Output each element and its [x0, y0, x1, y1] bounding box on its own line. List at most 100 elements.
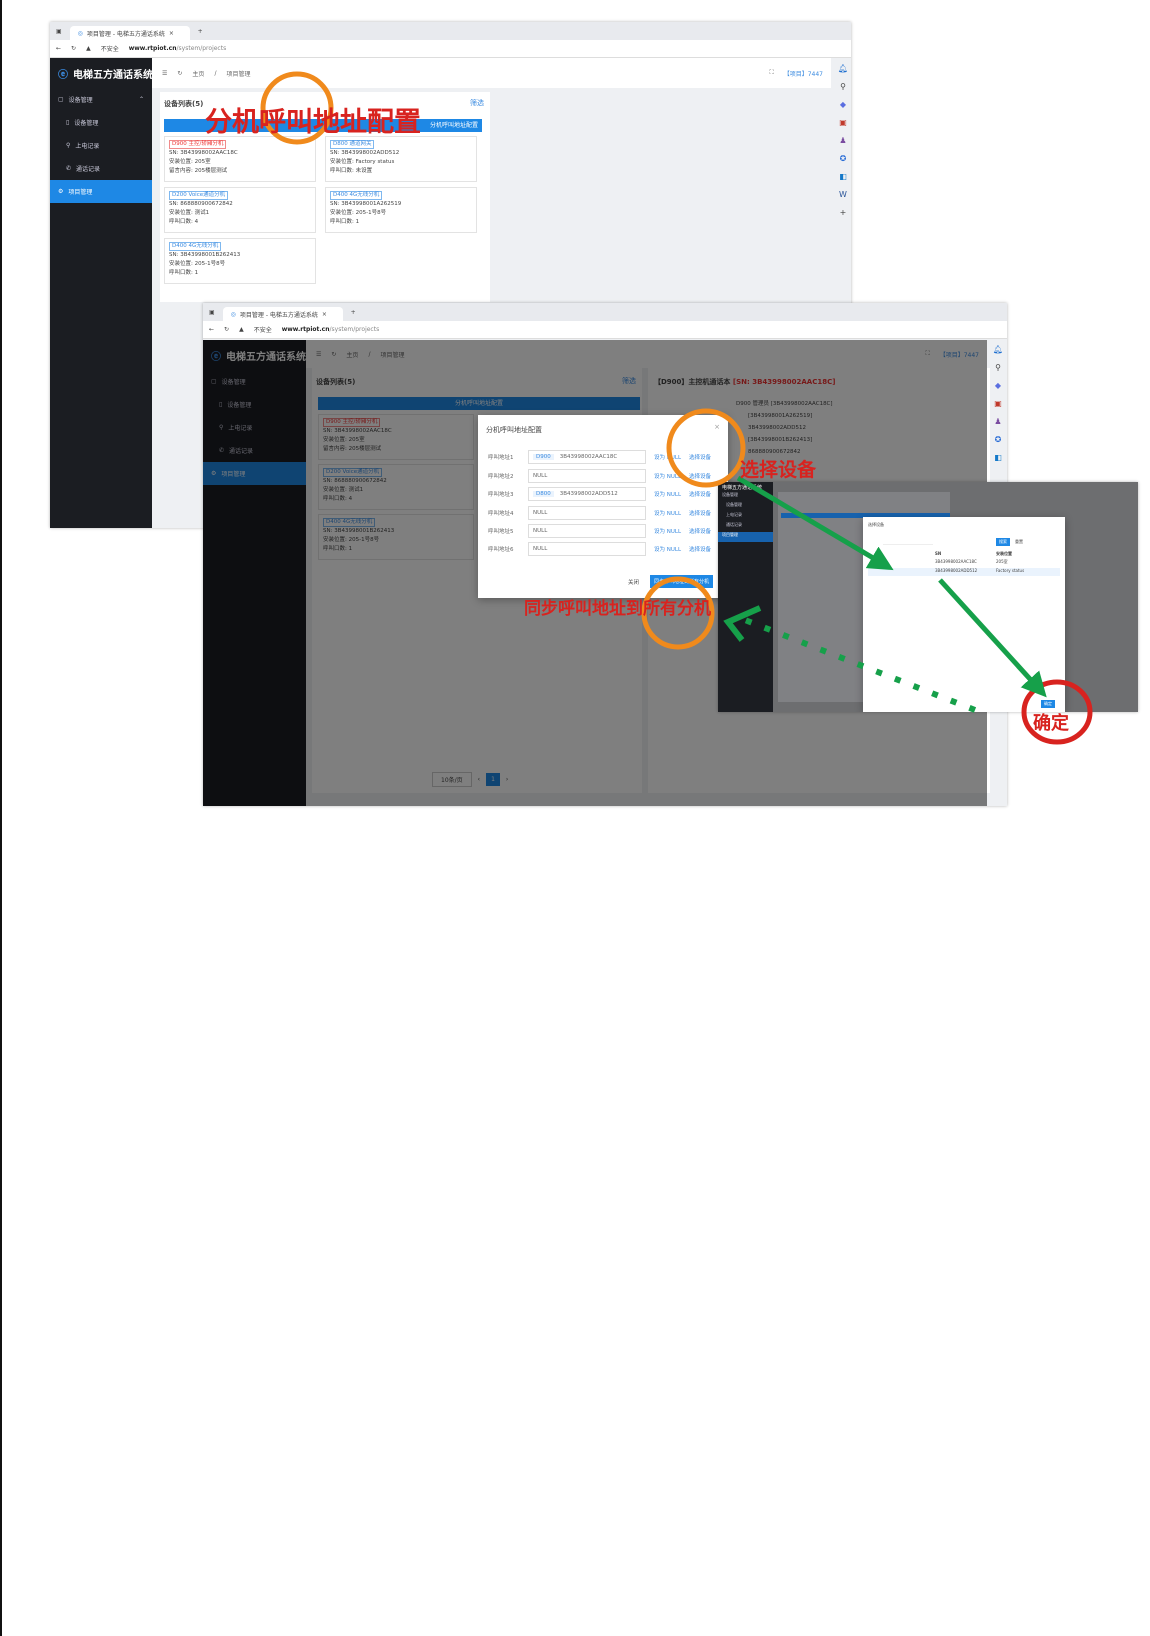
select-device-modal: 选择设备 搜索 重置 SN 安装位置 3B43998002AAC18C 205室 … — [863, 517, 1065, 712]
reload-icon[interactable]: ↻ — [177, 69, 183, 77]
word-icon[interactable]: W — [839, 190, 847, 199]
breadcrumb-home[interactable]: 主页 — [192, 70, 205, 78]
filter-button[interactable]: 筛选 — [470, 99, 484, 107]
tab-bar: ▣ ◎ 项目管理 - 电梯五方通话系统 × + — [50, 22, 851, 40]
select-device-link[interactable]: 选择设备 — [689, 511, 712, 517]
frame-border-left — [0, 0, 2, 818]
breadcrumb-current: 项目管理 — [226, 70, 251, 78]
device-card[interactable]: D800 通道网关 SN: 3B43998002ADD512 安装位置: Facto… — [325, 136, 477, 182]
fullscreen-icon[interactable]: ⛶ — [769, 69, 774, 76]
sidebar: 电梯五方通话系统 设备管理 设备管理 上电记录 通话记录 项目管理 — [718, 482, 773, 712]
select-device-link[interactable]: 选择设备 — [689, 474, 712, 480]
call-address-row: 呼叫地址4 NULL 设为 NULL 选择设备 — [488, 505, 720, 521]
new-tab-button[interactable]: + — [350, 308, 356, 316]
close-icon[interactable]: × — [714, 423, 720, 431]
address-field[interactable]: NULL — [528, 524, 646, 538]
project-selector[interactable]: 【项目】7447 — [783, 70, 823, 78]
call-address-row: 呼叫地址2 NULL 设为 NULL 选择设备 — [488, 468, 720, 484]
search-button[interactable]: 搜索 — [996, 538, 1010, 546]
close-tab-icon[interactable]: × — [321, 310, 327, 318]
address-field[interactable]: D900 3B43998002AAC18C — [528, 450, 646, 464]
close-button[interactable]: 关闭 — [628, 580, 640, 586]
menu-toggle-icon[interactable]: ☰ — [162, 69, 168, 77]
select-device-link[interactable]: 选择设备 — [689, 492, 712, 498]
refresh-icon[interactable]: ↻ — [224, 326, 230, 333]
sidebar-item-projects[interactable]: ⚙项目管理 — [50, 180, 152, 203]
reset-button[interactable]: 重置 — [1015, 539, 1023, 544]
warning-icon: ▲ — [239, 326, 244, 333]
refresh-icon[interactable]: ↻ — [71, 45, 77, 52]
back-icon[interactable]: ← — [56, 45, 62, 52]
search-icon[interactable]: ⚲ — [840, 82, 846, 91]
close-tab-icon[interactable]: × — [168, 29, 174, 37]
table-row[interactable]: 3B43998002AAC18C 205室 — [935, 559, 1008, 564]
gear-icon: ⚙ — [58, 188, 64, 195]
call-address-row: 呼叫地址3 D800 3B43998002ADD512 设为 NULL 选择设备 — [488, 486, 720, 502]
call-address-row: 呼叫地址5 NULL 设为 NULL 选择设备 — [488, 523, 720, 539]
warning-icon: ▲ — [86, 45, 91, 52]
column-header-location: 安装位置 — [996, 551, 1012, 556]
set-null-link[interactable]: 设为 NULL — [654, 529, 682, 535]
new-tab-button[interactable]: + — [197, 27, 203, 35]
call-address-row: 呼叫地址1 D900 3B43998002AAC18C 设为 NULL 选择设备 — [488, 449, 720, 465]
monitor-icon: ▢ — [58, 96, 64, 103]
sidebar-item-power-log[interactable]: ⚲上电记录 — [66, 142, 100, 150]
select-device-link[interactable]: 选择设备 — [689, 547, 712, 553]
set-null-link[interactable]: 设为 NULL — [654, 547, 682, 553]
tab-actions-icon[interactable]: ▣ — [56, 27, 62, 35]
address-bar[interactable]: ← ↻ ▲ 不安全 www.rtpiot.cn/system/projects — [50, 40, 851, 58]
url[interactable]: www.rtpiot.cn/system/projects — [128, 45, 227, 52]
add-icon[interactable]: + — [839, 208, 847, 217]
browser-side-toolbar: 🔔︎ ⚲ ◆ ▣ ♟ ✪ ◧ W + — [835, 64, 851, 217]
modal-title: 分机呼叫地址配置 — [486, 426, 542, 434]
people-icon[interactable]: ♟ — [839, 136, 847, 145]
set-null-link[interactable]: 设为 NULL — [654, 492, 682, 498]
frame-border-right — [0, 818, 2, 1636]
set-null-link[interactable]: 设为 NULL — [654, 511, 682, 517]
globe-icon: ◎ — [230, 310, 236, 318]
sidebar-item-devices[interactable]: ▯设备管理 — [66, 119, 99, 127]
device-list-title: 设备列表(5) — [164, 100, 204, 108]
confirm-button[interactable]: 确定 — [1041, 700, 1055, 708]
set-null-link[interactable]: 设为 NULL — [654, 474, 682, 480]
sidebar: ⓔ 电梯五方通话系统 ▢ 设备管理 ⌃ ▯ 设备管理 ⚲ 上电记录 ✆ 通话记录 ⚙ 项目管理 — [50, 58, 153, 528]
set-null-link[interactable]: 设为 NULL — [654, 455, 682, 461]
address-field[interactable]: NULL — [528, 469, 646, 483]
select-device-link[interactable]: 选择设备 — [689, 529, 712, 535]
security-label: 不安全 — [100, 46, 119, 53]
search-input[interactable] — [883, 539, 933, 545]
globe-icon: ◎ — [77, 29, 83, 37]
tab-actions-icon[interactable]: ▣ — [209, 308, 215, 316]
briefcase-icon[interactable]: ▣ — [839, 118, 847, 127]
address-field[interactable]: NULL — [528, 542, 646, 556]
back-icon[interactable]: ← — [209, 326, 215, 333]
sidebar-item-device-group[interactable]: ▢ 设备管理 ⌃ — [58, 96, 144, 104]
address-bar[interactable]: ← ↻ ▲ 不安全 www.rtpiot.cn/system/projects — [203, 321, 1007, 339]
bell-icon[interactable]: 🔔︎ — [837, 64, 849, 73]
device-card[interactable]: D400 4G无线分机 SN: 3B43998001A262519 安装位置: 20… — [325, 187, 477, 233]
screenshot-3: 电梯五方通话系统 设备管理 设备管理 上电记录 通话记录 项目管理 选择设备 搜… — [718, 482, 1138, 712]
column-header-sn: SN — [935, 551, 942, 556]
address-field[interactable]: NULL — [528, 506, 646, 520]
url[interactable]: www.rtpiot.cn/system/projects — [281, 326, 380, 333]
phone-icon: ▯ — [66, 119, 70, 126]
select-device-link[interactable]: 选择设备 — [689, 455, 712, 461]
office-icon[interactable]: ✪ — [839, 154, 847, 163]
table-row[interactable]: 3B43998002ADD512 Factory status — [868, 568, 1060, 576]
address-field[interactable]: D800 3B43998002ADD512 — [528, 487, 646, 501]
sidebar-item-call-log[interactable]: ✆通话记录 — [66, 165, 101, 173]
annotation-confirm: 确定 — [1033, 713, 1069, 734]
sync-addresses-button[interactable]: 同步呼叫地址到所有分机 — [650, 575, 714, 588]
tag-icon[interactable]: ◆ — [839, 100, 847, 109]
plug-icon: ⚲ — [66, 142, 71, 149]
outlook-icon[interactable]: ◧ — [839, 172, 847, 181]
browser-tab[interactable]: ◎ 项目管理 - 电梯五方通话系统 × — [222, 307, 343, 321]
screenshot-1: ▣ ◎ 项目管理 - 电梯五方通话系统 × + ← ↻ ▲ 不安全 www.rtpiot… — [50, 22, 851, 528]
browser-side-toolbar: 🔔︎ ⚲ ◆ ▣ ♟ ✪ ◧ — [992, 345, 1004, 462]
browser-tab[interactable]: ◎ 项目管理 - 电梯五方通话系统 × — [69, 26, 190, 40]
